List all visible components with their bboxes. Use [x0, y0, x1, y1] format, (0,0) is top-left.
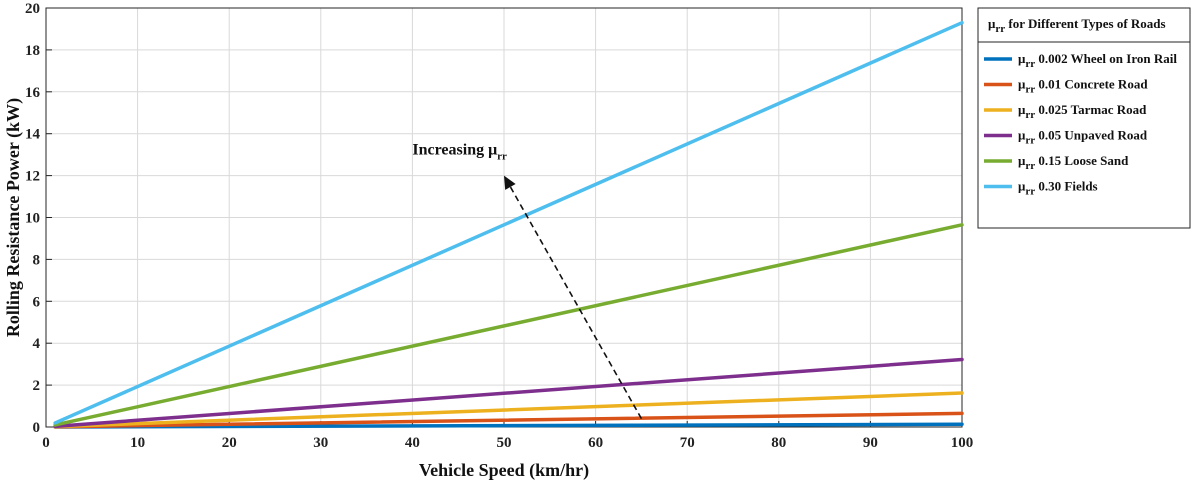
- x-tick-label: 80: [771, 435, 786, 451]
- legend-entry-2: μrr 0.025 Tarmac Road: [1018, 102, 1147, 121]
- x-tick-label: 20: [222, 435, 237, 451]
- series-line-2: [53, 391, 964, 429]
- y-tick-label: 0: [33, 420, 41, 436]
- y-tick-label: 18: [25, 43, 40, 59]
- grid-lines: [45, 7, 963, 428]
- legend: μrr for Different Types of Roads μrr 0.00…: [977, 7, 1191, 229]
- legend-entry-0: μrr 0.002 Wheel on Iron Rail: [1018, 51, 1177, 70]
- y-tick-label: 8: [33, 252, 41, 268]
- x-tick-label: 60: [588, 435, 603, 451]
- annotation-arrow-head: [504, 175, 516, 190]
- x-tick-label: 90: [863, 435, 878, 451]
- annotation-label: Increasing μrr: [412, 142, 507, 163]
- x-axis-title: Vehicle Speed (km/hr): [419, 460, 589, 481]
- series-line-3: [53, 357, 964, 429]
- y-tick-label: 20: [25, 1, 40, 17]
- y-tick-label: 16: [25, 85, 41, 101]
- legend-entry-4: μrr 0.15 Loose Sand: [1018, 153, 1129, 172]
- series-line-4: [53, 223, 964, 427]
- x-tick-label: 70: [680, 435, 695, 451]
- y-tick-label: 6: [33, 294, 41, 310]
- legend-entry-5: μrr 0.30 Fields: [1018, 179, 1098, 198]
- x-tick-label: 40: [405, 435, 420, 451]
- y-tick-label: 4: [33, 336, 41, 352]
- x-tick-label: 50: [497, 435, 512, 451]
- y-tick-label: 12: [25, 169, 40, 185]
- series-line-0: [53, 422, 964, 429]
- annotation-arrow-line: [503, 175, 643, 420]
- x-tick-label: 10: [130, 435, 145, 451]
- legend-entry-3: μrr 0.05 Unpaved Road: [1018, 128, 1148, 147]
- y-tick-label: 2: [33, 378, 41, 394]
- y-tick-label: 10: [25, 211, 40, 227]
- series-line-1: [53, 411, 964, 429]
- y-tick-label: 14: [25, 127, 41, 143]
- x-tick-label: 0: [42, 435, 50, 451]
- legend-entry-1: μrr 0.01 Concrete Road: [1018, 77, 1148, 96]
- legend-box: [977, 7, 1191, 229]
- x-tick-label: 100: [951, 435, 974, 451]
- y-axis-title: Rolling Resistance Power (kW): [3, 98, 24, 337]
- series-lines: [53, 20, 964, 429]
- annotation: Increasing μrr: [412, 142, 643, 420]
- x-tick-label: 30: [313, 435, 328, 451]
- legend-title: μrr for Different Types of Roads: [988, 16, 1166, 35]
- series-line-5: [53, 20, 964, 425]
